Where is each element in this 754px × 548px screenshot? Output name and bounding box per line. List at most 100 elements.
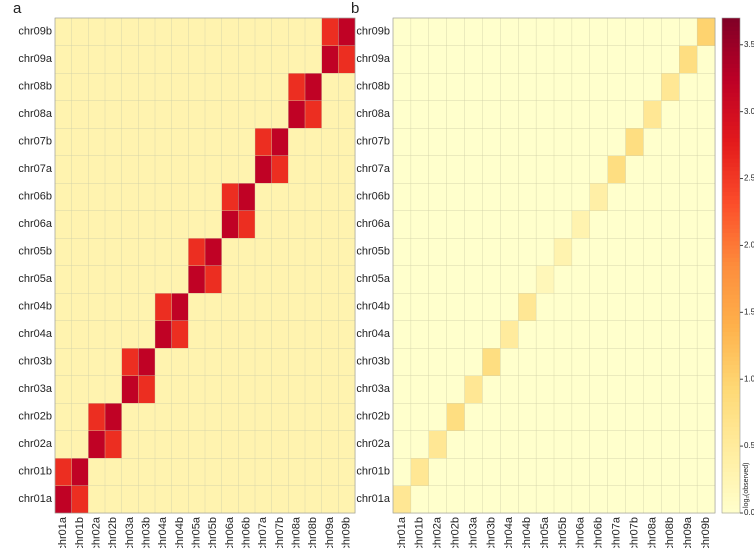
colorbar-segment: [722, 92, 740, 97]
heatmap-cell: [154, 182, 173, 211]
heatmap-cell: [589, 100, 609, 129]
heatmap-cell: [464, 100, 483, 129]
heatmap-cell: [625, 237, 644, 266]
x-tick-label: chr08a: [646, 516, 658, 548]
heatmap-cell: [138, 430, 156, 459]
colorbar-segment: [722, 104, 740, 110]
heatmap-cell: [221, 45, 239, 74]
heatmap-cell: [338, 430, 356, 459]
colorbar-segment: [722, 418, 740, 423]
heatmap-cell: [553, 375, 573, 404]
heatmap-cell: [221, 430, 239, 459]
heatmap-cell: [625, 127, 644, 156]
colorbar-segment: [722, 162, 740, 167]
heatmap-cell: [410, 237, 430, 266]
heatmap-cell: [288, 210, 306, 239]
x-tick-label: chr05a: [191, 516, 203, 548]
heatmap-cell: [679, 45, 698, 74]
heatmap-cell: [518, 430, 537, 459]
heatmap-cell: [171, 182, 189, 211]
heatmap-cell: [88, 45, 106, 74]
heatmap-cell: [221, 210, 239, 239]
heatmap-cell: [518, 485, 537, 514]
heatmap-cell: [679, 127, 698, 156]
heatmap-cell: [589, 17, 609, 46]
heatmap-cell: [221, 457, 239, 486]
colorbar-label: log₂(observed): [743, 462, 750, 508]
colorbar-segment: [722, 409, 740, 415]
heatmap-cell: [154, 100, 173, 129]
heatmap-cell: [428, 45, 448, 74]
heatmap-cell: [392, 17, 412, 46]
heatmap-cell: [54, 127, 73, 156]
heatmap-cell: [121, 155, 139, 184]
heatmap-cell: [171, 127, 189, 156]
heatmap-cell: [254, 375, 273, 404]
colorbar-segment: [722, 352, 740, 357]
heatmap-cell: [392, 210, 412, 239]
heatmap-cell: [304, 265, 323, 294]
heatmap-cell: [204, 100, 223, 129]
x-tick-label: chr02b: [107, 517, 119, 548]
heatmap-cell: [625, 72, 644, 101]
heatmap-cell: [696, 485, 716, 514]
colorbar-segment: [722, 381, 740, 386]
y-tick-label: chr07a: [18, 163, 53, 175]
colorbar-segment: [722, 298, 740, 304]
heatmap-cell: [104, 375, 123, 404]
heatmap-cell: [410, 210, 430, 239]
heatmap-cell: [221, 347, 239, 376]
panel-label: a: [13, 0, 22, 17]
heatmap-cell: [88, 292, 106, 321]
heatmap-cell: [482, 265, 501, 294]
heatmap-cell: [696, 457, 716, 486]
heatmap-cell: [271, 127, 289, 156]
heatmap-cell: [482, 320, 501, 349]
colorbar-segment: [722, 100, 740, 106]
heatmap-cell: [589, 210, 609, 239]
heatmap-cell: [71, 127, 89, 156]
heatmap-cell: [71, 155, 89, 184]
heatmap-cell: [571, 402, 591, 431]
heatmap-cell: [446, 72, 466, 101]
heatmap-cell: [121, 485, 139, 514]
heatmap-cell: [154, 72, 173, 101]
heatmap-cell: [696, 237, 716, 266]
heatmap-cell: [589, 265, 609, 294]
heatmap-cell: [464, 237, 483, 266]
heatmap-cell: [392, 237, 412, 266]
heatmap-cell: [696, 320, 716, 349]
heatmap-cell: [138, 457, 156, 486]
heatmap-cell: [410, 292, 430, 321]
heatmap-cell: [607, 457, 627, 486]
heatmap-cell: [238, 72, 256, 101]
heatmap-cell: [679, 17, 698, 46]
heatmap-cell: [518, 347, 537, 376]
colorbar-segment: [722, 492, 740, 497]
heatmap-cell: [221, 292, 239, 321]
heatmap-cell: [500, 45, 519, 74]
colorbar-segment: [722, 306, 740, 312]
colorbar-segment: [722, 484, 740, 489]
heatmap-cell: [464, 45, 483, 74]
x-tick-label: chr01a: [396, 516, 408, 548]
heatmap-cell: [54, 265, 73, 294]
colorbar-segment: [722, 294, 740, 299]
heatmap-cell: [288, 100, 306, 129]
heatmap-cell: [535, 72, 555, 101]
heatmap-cell: [696, 127, 716, 156]
heatmap-cell: [482, 72, 501, 101]
colorbar-segment: [722, 22, 740, 27]
heatmap-cell: [428, 485, 448, 514]
heatmap-cell: [338, 182, 356, 211]
heatmap-cell: [428, 72, 448, 101]
heatmap-cell: [138, 320, 156, 349]
y-tick-label: chr09b: [18, 26, 52, 38]
heatmap-cell: [271, 17, 289, 46]
y-tick-label: chr07b: [18, 136, 52, 148]
heatmap-cell: [643, 320, 662, 349]
heatmap-cell: [571, 210, 591, 239]
colorbar-segment: [722, 265, 740, 271]
heatmap-cell: [428, 17, 448, 46]
